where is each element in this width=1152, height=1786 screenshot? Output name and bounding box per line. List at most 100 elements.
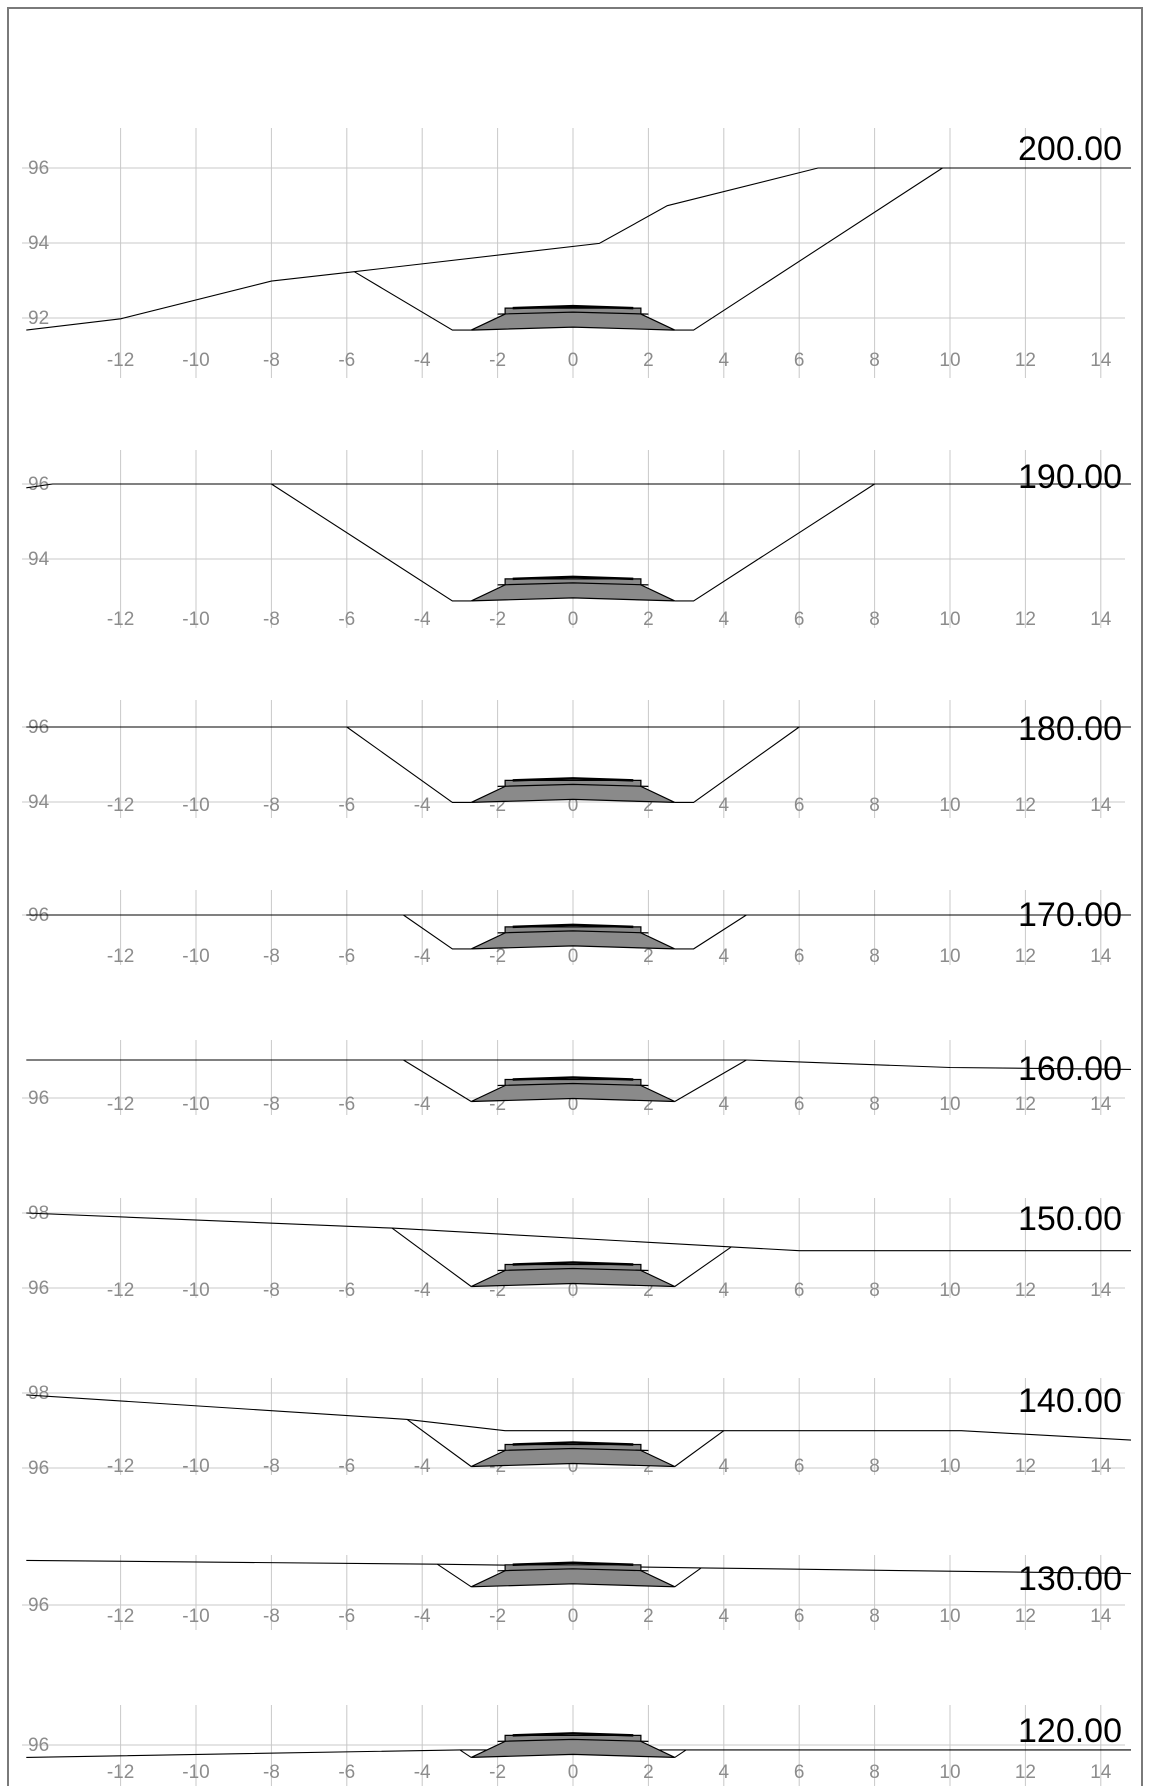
right-cut-slope [674, 1430, 725, 1467]
offset-tick-label: 4 [719, 1094, 730, 1115]
offset-tick-label: -4 [414, 609, 431, 630]
elevation-label: 94 [28, 233, 50, 254]
offset-tick-label: -6 [338, 609, 355, 630]
offset-tick-label: -4 [414, 350, 431, 371]
offset-tick-label: 4 [719, 1456, 730, 1477]
offset-tick-label: -4 [414, 1606, 431, 1627]
pavement-surface-line [512, 1561, 634, 1567]
offset-tick-label: -12 [107, 1094, 134, 1115]
offset-tick-label: 10 [939, 795, 960, 816]
left-cut-slope [354, 271, 472, 331]
offset-tick-label: -4 [414, 1762, 431, 1783]
offset-tick-label: 6 [794, 1280, 805, 1301]
pavement-layer-line [497, 311, 649, 315]
pavement-structure [470, 1263, 676, 1288]
offset-tick-label: 6 [794, 1606, 805, 1627]
offset-tick-label: 0 [568, 609, 579, 630]
offset-tick-label: 10 [939, 1280, 960, 1301]
pavement-layer-line [497, 1447, 649, 1452]
offset-tick-label: -8 [263, 946, 280, 967]
pavement-surface-line [512, 575, 634, 581]
pavement-surface-line [512, 1261, 634, 1266]
offset-tick-label: 8 [869, 350, 880, 371]
offset-tick-label: -8 [263, 1456, 280, 1477]
offset-tick-label: -12 [107, 1606, 134, 1627]
offset-tick-label: 6 [794, 795, 805, 816]
offset-tick-label: 12 [1015, 1606, 1036, 1627]
offset-tick-label: 14 [1090, 1280, 1112, 1301]
offset-tick-label: 12 [1015, 1094, 1036, 1115]
right-cut-slope [674, 483, 875, 602]
offset-tick-label: 14 [1090, 1094, 1112, 1115]
offset-tick-label: 2 [643, 609, 654, 630]
right-cut-slope [674, 914, 747, 950]
offset-tick-label: 12 [1015, 1280, 1036, 1301]
offset-tick-label: -2 [489, 946, 506, 967]
offset-tick-label: -6 [338, 350, 355, 371]
pavement-structure [470, 1734, 676, 1758]
offset-tick-label: 2 [643, 946, 654, 967]
pavement-surface-line [512, 1076, 634, 1081]
left-cut-slope [436, 1563, 472, 1588]
offset-tick-label: 12 [1015, 609, 1036, 630]
offset-tick-label: 14 [1090, 946, 1112, 967]
offset-tick-label: 12 [1015, 1456, 1036, 1477]
offset-tick-label: -6 [338, 795, 355, 816]
left-cut-slope [406, 1418, 472, 1467]
elevation-label: 96 [28, 1735, 49, 1756]
right-cut-slope [674, 1749, 687, 1758]
offset-tick-label: 4 [719, 946, 730, 967]
offset-tick-label: 14 [1090, 350, 1112, 371]
offset-tick-label: -8 [263, 609, 280, 630]
offset-tick-label: -8 [263, 1094, 280, 1115]
pavement-structure [470, 1078, 676, 1103]
offset-tick-label: -8 [263, 1762, 280, 1783]
elevation-label: 98 [28, 1383, 49, 1404]
left-cut-slope [391, 1227, 472, 1287]
pavement-structure [470, 926, 676, 950]
station-label: 120.00 [1018, 1712, 1122, 1750]
station-label: 140.00 [1018, 1382, 1122, 1420]
offset-tick-label: -10 [182, 609, 209, 630]
elevation-label: 92 [28, 308, 49, 329]
offset-tick-label: 6 [794, 350, 805, 371]
offset-tick-label: 10 [939, 609, 960, 630]
pavement-structure [470, 307, 676, 331]
left-cut-slope [346, 726, 472, 803]
offset-tick-label: -2 [489, 609, 506, 630]
offset-tick-label: 2 [643, 350, 654, 371]
cross-section-120.00: 96 -12 -10 -8 -6 -4 -2 0 2 4 6 8 10 12 14 120.00 [22, 1705, 1131, 1786]
offset-tick-label: -2 [489, 1762, 506, 1783]
offset-tick-label: 0 [568, 946, 579, 967]
offset-tick-label: 4 [719, 1280, 730, 1301]
ground-profile-line [26, 483, 1131, 489]
station-label: 180.00 [1018, 710, 1122, 748]
pavement-layer-line [497, 783, 649, 787]
offset-tick-label: -4 [414, 1280, 431, 1301]
pavement-structure [470, 578, 676, 602]
offset-tick-label: 8 [869, 795, 880, 816]
offset-tick-label: -8 [263, 795, 280, 816]
offset-tick-label: -8 [263, 350, 280, 371]
elevation-label: 94 [28, 549, 50, 570]
offset-tick-label: -12 [107, 1762, 134, 1783]
offset-tick-label: -10 [182, 1606, 209, 1627]
pavement-layer-line [497, 1568, 649, 1572]
offset-tick-label: 2 [643, 1094, 654, 1115]
offset-tick-label: -6 [338, 1094, 355, 1115]
offset-tick-label: -10 [182, 1094, 209, 1115]
offset-tick-label: -10 [182, 1456, 209, 1477]
offset-tick-label: -2 [489, 350, 506, 371]
offset-tick-label: 8 [869, 1456, 880, 1477]
pavement-surface-line [512, 304, 634, 310]
pavement-structure [470, 1443, 676, 1468]
offset-tick-label: 10 [939, 350, 960, 371]
elevation-label: 96 [28, 1088, 49, 1109]
offset-tick-label: -8 [263, 1280, 280, 1301]
ground-profile-line [26, 1059, 1132, 1070]
offset-tick-label: 12 [1015, 946, 1036, 967]
elevation-label: 96 [28, 1595, 49, 1616]
